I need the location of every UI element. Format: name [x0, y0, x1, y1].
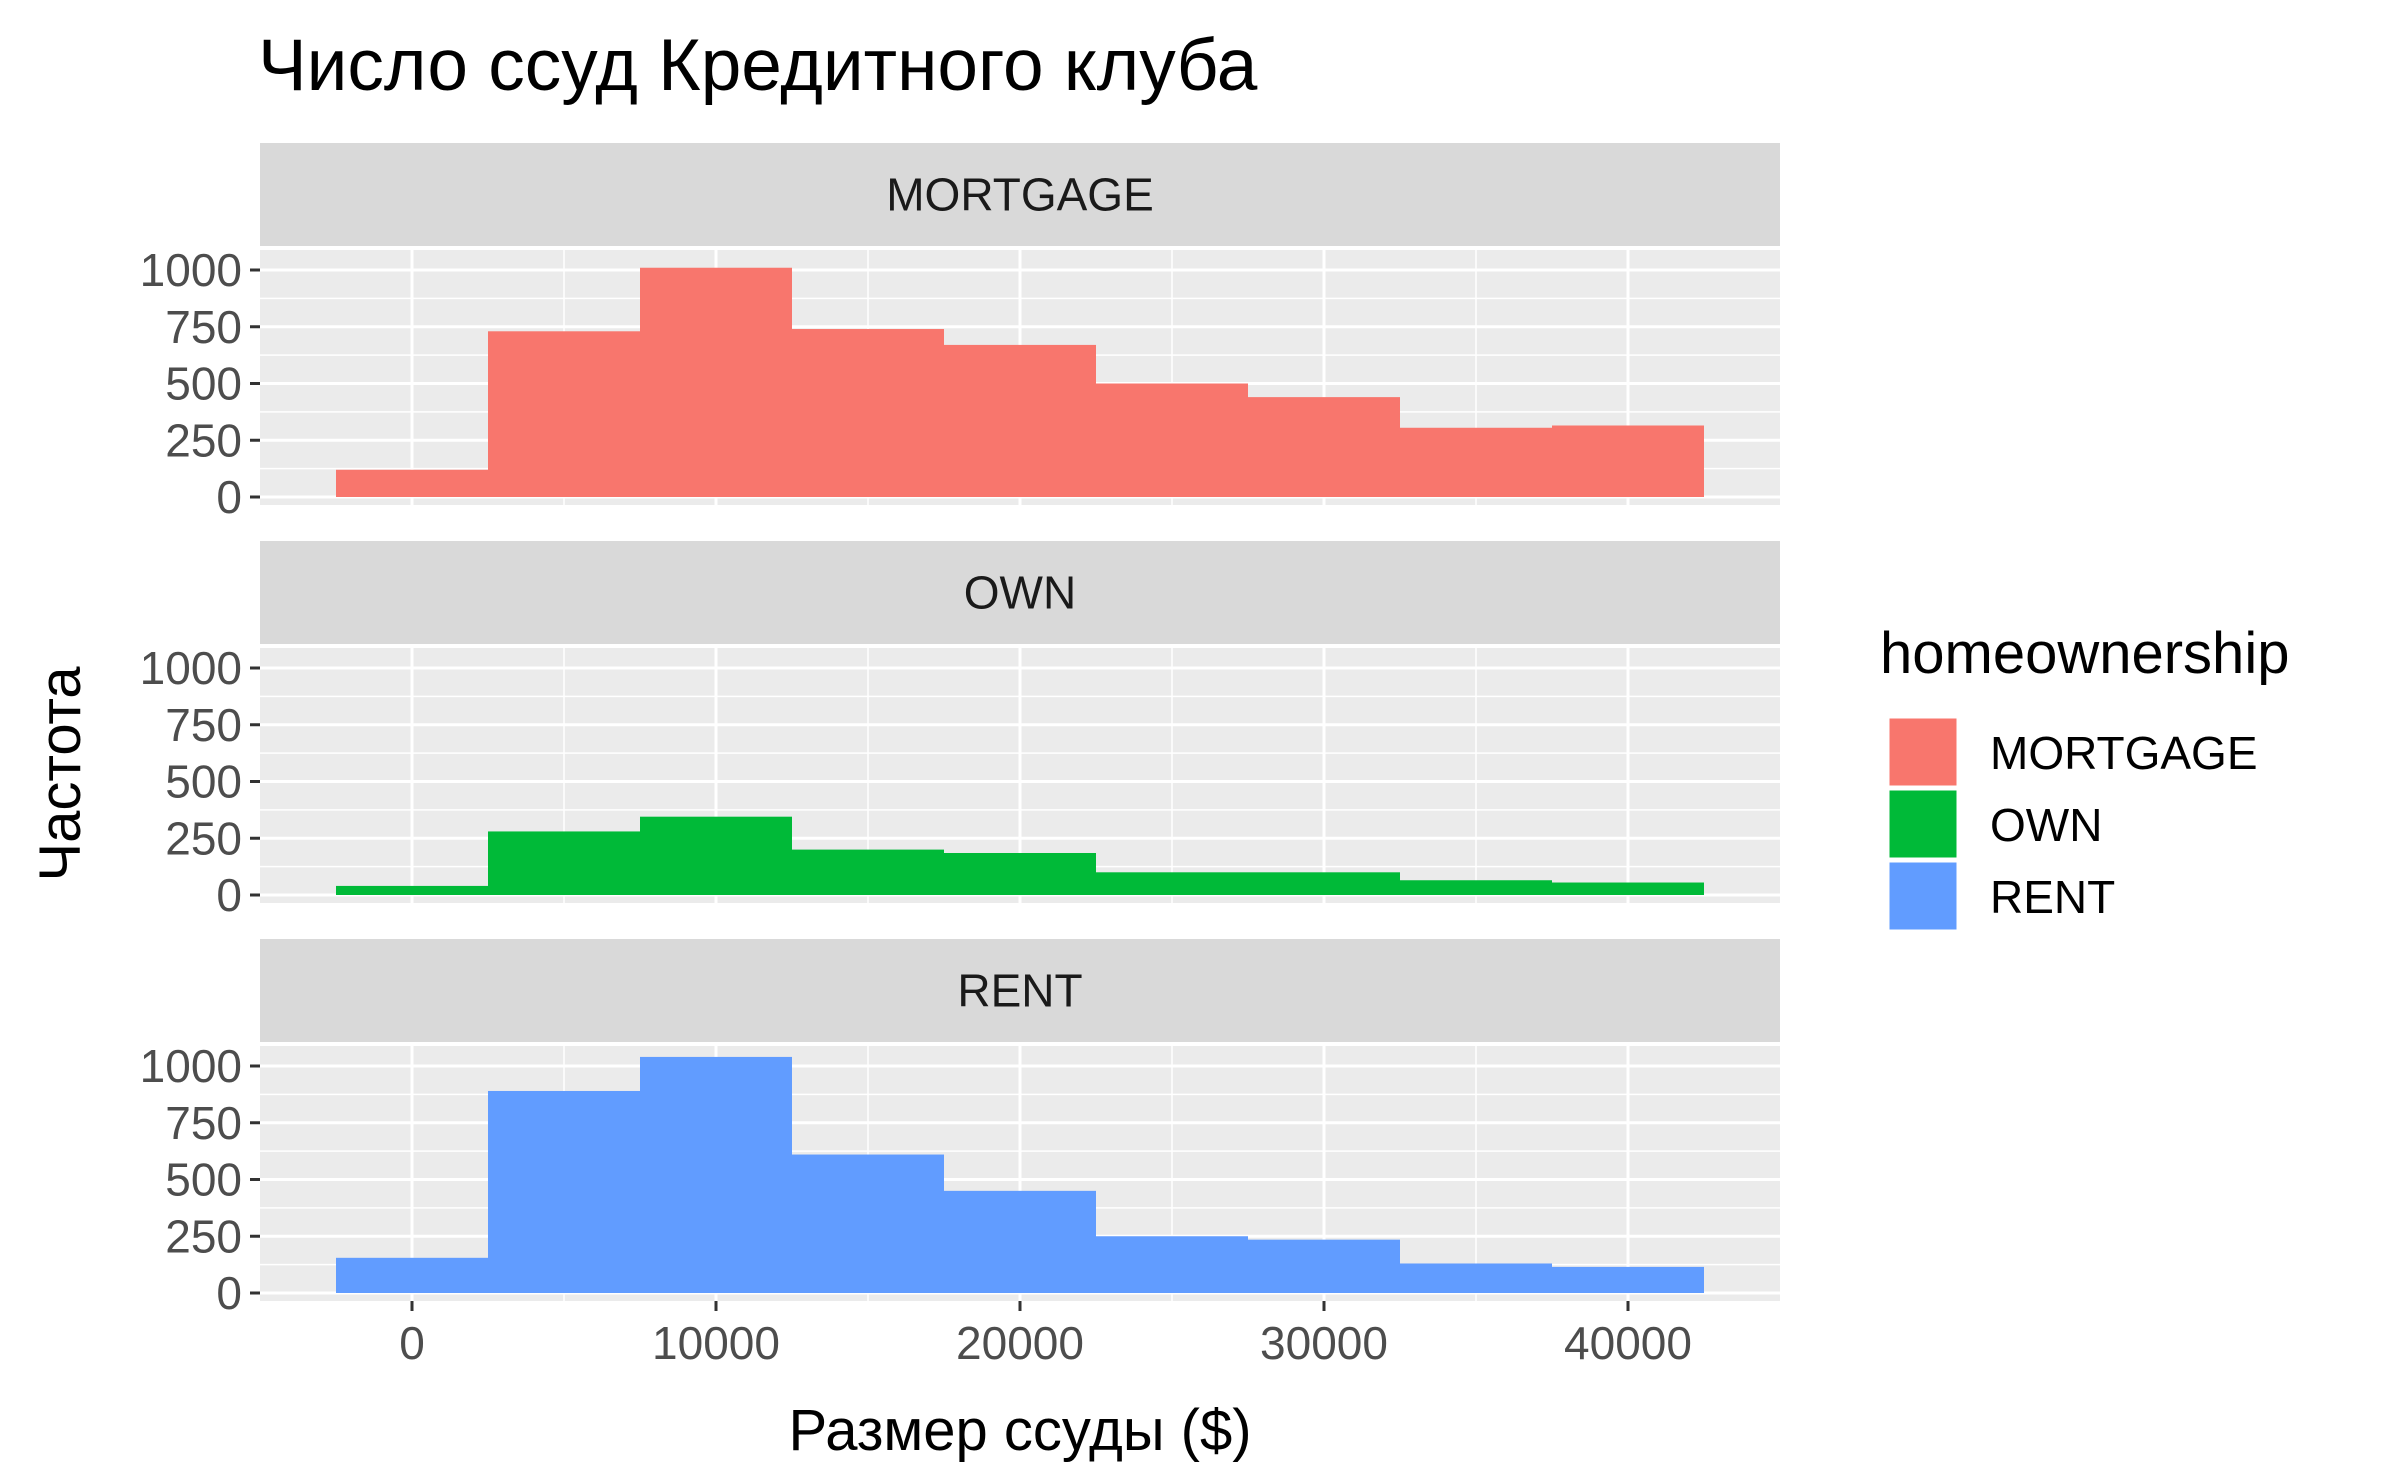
legend-label: OWN [1990, 799, 2102, 851]
legend-item-mortgage: MORTGAGE [1886, 715, 2258, 789]
histogram-bar [1400, 427, 1552, 497]
y-tick-label: 0 [216, 869, 242, 921]
legend-item-rent: RENT [1886, 859, 2115, 933]
y-tick-label: 0 [216, 1267, 242, 1319]
y-tick-label: 250 [165, 414, 242, 466]
histogram-bar [640, 816, 792, 895]
x-axis-title: Размер ссуды ($) [788, 1398, 1251, 1463]
facet-strip-label: RENT [957, 965, 1082, 1017]
y-tick-label: 750 [165, 301, 242, 353]
facet-strip [260, 541, 1780, 644]
y-tick-label: 500 [165, 1154, 242, 1206]
legend: homeownership MORTGAGE OWN RENT [1880, 621, 2289, 933]
histogram-bar [336, 469, 488, 497]
histogram-bar [1552, 1266, 1704, 1293]
x-tick-label: 20000 [956, 1317, 1084, 1369]
histogram-bar [1400, 880, 1552, 895]
histogram-bar [792, 849, 944, 895]
x-tick-label: 0 [399, 1317, 425, 1369]
facet-strip [260, 939, 1780, 1042]
facet-strip-label: OWN [964, 567, 1076, 619]
histogram-bar [792, 1154, 944, 1293]
histogram-bar [1248, 1239, 1400, 1293]
legend-swatch [1886, 859, 1960, 933]
y-tick-label: 0 [216, 471, 242, 523]
y-tick-label: 1000 [140, 1040, 242, 1092]
histogram-bar [488, 1090, 640, 1293]
histogram-bar [1248, 397, 1400, 497]
histogram-bar [1400, 1263, 1552, 1293]
histogram-bar [1552, 425, 1704, 497]
facet-panels: MORTGAGE02505007501000OWN02505007501000R… [140, 143, 1780, 1319]
legend-items: MORTGAGE OWN RENT [1886, 715, 2258, 933]
y-tick-label: 1000 [140, 642, 242, 694]
histogram-bar [944, 853, 1096, 895]
histogram-bar [1096, 1236, 1248, 1293]
histogram-bar [1096, 383, 1248, 497]
y-tick-label: 750 [165, 1097, 242, 1149]
y-tick-label: 250 [165, 812, 242, 864]
histogram-bar [944, 1190, 1096, 1293]
y-tick-label: 250 [165, 1210, 242, 1262]
facet-strip [260, 143, 1780, 246]
x-tick-label: 10000 [652, 1317, 780, 1369]
histogram-bar [336, 885, 488, 895]
legend-swatch [1886, 715, 1960, 789]
histogram-bar [488, 831, 640, 895]
y-axis-title: Частота [28, 666, 93, 882]
legend-title: homeownership [1880, 621, 2289, 686]
chart-title: Число ссуд Кредитного клуба [258, 25, 1258, 106]
y-tick-label: 750 [165, 699, 242, 751]
facet-strip-label: MORTGAGE [886, 169, 1154, 221]
legend-label: MORTGAGE [1990, 727, 2258, 779]
histogram-bar [640, 267, 792, 497]
y-tick-label: 500 [165, 756, 242, 808]
histogram-bar [1248, 872, 1400, 895]
x-tick-label: 30000 [1260, 1317, 1388, 1369]
x-axis: 0 10000 20000 30000 40000 [399, 1301, 1692, 1369]
histogram-bar [1096, 872, 1248, 895]
histogram-bar [792, 329, 944, 497]
legend-swatch [1886, 787, 1960, 861]
histogram-bar [488, 331, 640, 497]
histogram-bar [1552, 882, 1704, 895]
histogram-bar [336, 1257, 488, 1293]
x-tick-label: 40000 [1564, 1317, 1692, 1369]
histogram-bar [640, 1056, 792, 1293]
y-tick-label: 1000 [140, 244, 242, 296]
y-tick-label: 500 [165, 358, 242, 410]
legend-label: RENT [1990, 871, 2115, 923]
legend-item-own: OWN [1886, 787, 2102, 861]
histogram-bar [944, 344, 1096, 497]
